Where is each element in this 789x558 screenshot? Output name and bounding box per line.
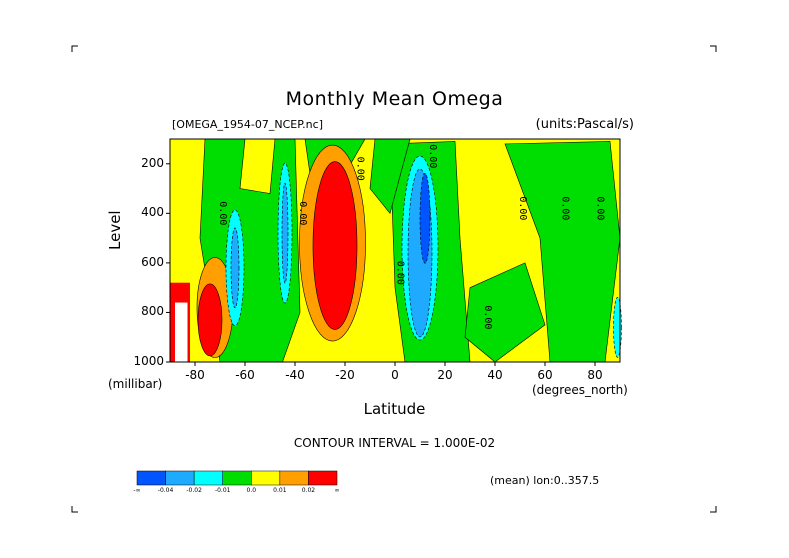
colorbar-swatch <box>251 470 281 486</box>
contour-label: 0.00 <box>395 261 406 285</box>
y-tick-label: 400 <box>141 205 164 220</box>
units-label: (units:Pascal/s) <box>535 117 634 132</box>
x-axis-label: Latitude <box>363 400 426 418</box>
colorbar-label: ∞ <box>334 487 340 494</box>
x-tick-label: 40 <box>487 368 503 382</box>
y-tick-label: 800 <box>141 304 164 319</box>
x-tick-label: 60 <box>537 368 553 382</box>
contour-label: 0.00 <box>517 196 528 220</box>
contour-label: 0.00 <box>297 201 308 225</box>
colorbar-swatch <box>193 470 223 486</box>
blob-blue-south <box>230 227 240 309</box>
colorbar-swatch <box>279 470 309 486</box>
x-tick-label: 0 <box>391 368 399 382</box>
colorbar-label: 0.01 <box>273 487 287 494</box>
colorbar-swatch <box>136 470 166 486</box>
colorbar-label: 0.0 <box>246 487 257 494</box>
x-unit-label: (degrees_north) <box>532 383 628 397</box>
x-tick-label: -40 <box>285 368 305 382</box>
colorbar-label: -0.01 <box>214 487 231 494</box>
colorbar-label: 0.02 <box>301 487 316 494</box>
x-tick-label: -20 <box>335 368 355 382</box>
blob-red-subtropical <box>312 161 358 330</box>
x-tick-label: -80 <box>185 368 205 382</box>
contour-label: 0.00 <box>355 157 366 181</box>
contour-label: 0.00 <box>217 201 228 225</box>
colorbar-label: -0.04 <box>157 487 174 494</box>
y-tick-label: 1000 <box>133 354 164 368</box>
blob-red-south <box>197 283 223 357</box>
x-tick-label: 20 <box>437 368 453 382</box>
contour-label: 0.00 <box>482 305 493 329</box>
field-layer: 0.00 0.00 0.00 0.00 0.00 0.00 0.00 0.00 0.00 <box>170 138 622 363</box>
y-unit-label: (millibar) <box>108 377 163 391</box>
y-tick-label: 600 <box>141 254 164 269</box>
region-terrain-mask <box>175 302 188 362</box>
mean-note: (mean) lon:0..357.5 <box>490 474 600 487</box>
contour-interval: CONTOUR INTERVAL = 1.000E-02 <box>293 436 496 450</box>
blob-deepblue-itcz <box>419 172 431 264</box>
contour-label: 0.00 <box>427 144 438 168</box>
colorbar <box>136 470 338 486</box>
colorbar-label: -∞ <box>133 487 141 494</box>
crop-marks <box>71 45 717 513</box>
y-tick-label: 200 <box>141 155 164 170</box>
colorbar-swatch <box>308 470 338 486</box>
x-tick-label: -60 <box>235 368 255 382</box>
colorbar-label: -0.02 <box>186 487 202 494</box>
contour-label: 0.00 <box>595 196 606 220</box>
region-green-north <box>464 262 546 363</box>
contour-label: 0.00 <box>560 196 571 220</box>
axes-layer <box>166 138 621 366</box>
dataset-label: [OMEGA_1954-07_NCEP.nc] <box>172 118 323 131</box>
colorbar-swatch <box>222 470 252 486</box>
x-tick-label: 80 <box>587 368 603 382</box>
colorbar-swatch <box>165 470 195 486</box>
chart-title: Monthly Mean Omega <box>285 88 504 110</box>
blob-blue-midlat <box>281 182 289 284</box>
